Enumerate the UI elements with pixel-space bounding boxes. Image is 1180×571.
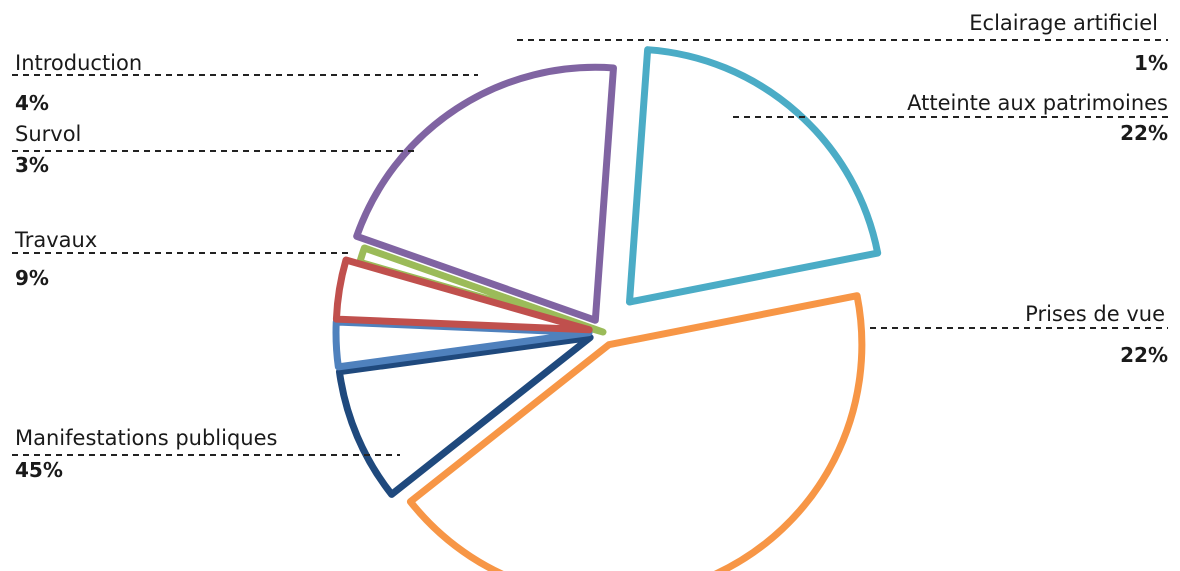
pie-slice-atteinte-aux-patrimoines — [353, 63, 617, 324]
pie-slice-manifestations-publiques — [406, 292, 866, 571]
slice-percent-travaux: 9% — [15, 266, 49, 290]
slice-labels: Eclairage artificiel 1% Atteinte aux patri… — [14, 11, 1168, 482]
slice-label-atteinte-aux-patrimoines: Atteinte aux patrimoines — [907, 91, 1168, 115]
slice-percent-eclairage-artificiel: 1% — [1134, 51, 1168, 75]
slice-label-survol: Survol — [15, 122, 81, 146]
slice-label-manifestations-publiques: Manifestations publiques — [15, 426, 277, 450]
leader-lines — [12, 39, 1168, 456]
pie-slice-travaux — [335, 333, 594, 498]
pie-slice-introduction — [332, 256, 593, 334]
slice-label-travaux: Travaux — [14, 228, 97, 252]
slice-percent-introduction: 4% — [15, 91, 49, 115]
slice-label-eclairage-artificiel: Eclairage artificiel — [969, 11, 1158, 35]
slice-percent-survol: 3% — [15, 153, 49, 177]
slice-percent-atteinte-aux-patrimoines: 22% — [1120, 121, 1168, 145]
slice-label-introduction: Introduction — [15, 51, 142, 75]
pie-slices — [332, 46, 882, 571]
pie-slice-prises-de-vue — [625, 46, 882, 306]
slice-percent-prises-de-vue: 22% — [1120, 343, 1168, 367]
slice-label-prises-de-vue: Prises de vue — [1025, 302, 1165, 326]
slice-percent-manifestations-publiques: 45% — [15, 458, 63, 482]
